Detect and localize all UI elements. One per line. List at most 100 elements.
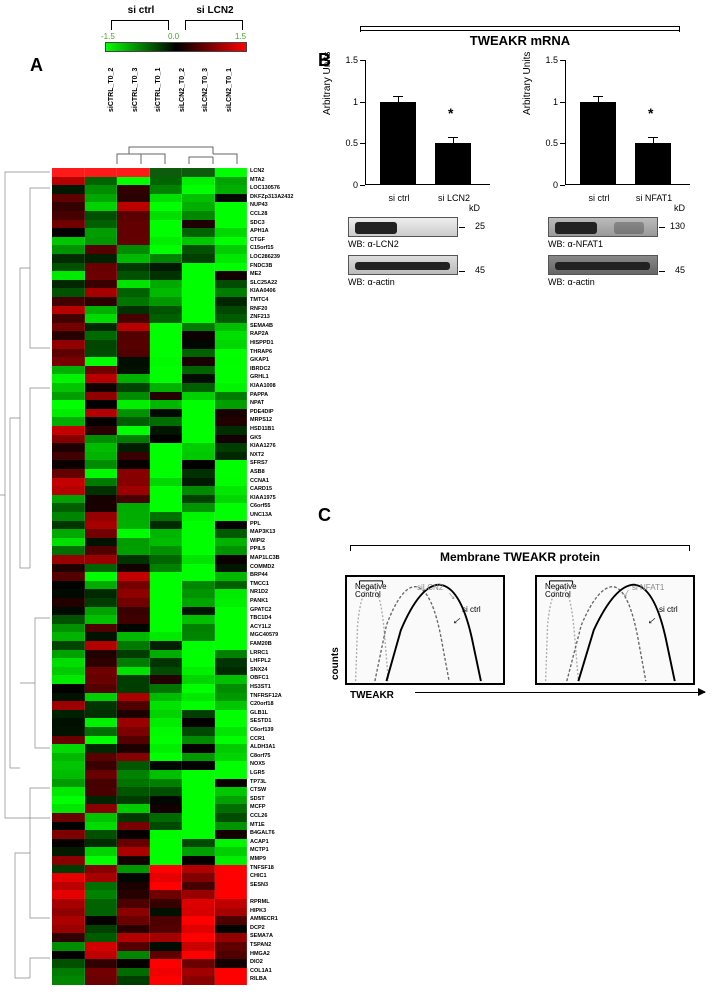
heatmap-cell — [52, 280, 85, 289]
gene-label: HIPK3 — [250, 908, 266, 914]
gene-label: CCL28 — [250, 211, 267, 217]
heatmap-cell — [117, 194, 150, 203]
heatmap-cell — [215, 925, 248, 934]
heatmap-cell — [52, 658, 85, 667]
heatmap-cell — [117, 908, 150, 917]
heatmap-cell — [215, 297, 248, 306]
heatmap-cell — [182, 753, 215, 762]
gene-label: NOX5 — [250, 761, 265, 767]
heatmap-cell — [117, 306, 150, 315]
heatmap-cell — [182, 228, 215, 237]
heatmap-cell — [52, 813, 85, 822]
heatmap-cell — [85, 942, 118, 951]
gene-label: KIAA1276 — [250, 443, 276, 449]
heatmap-cell — [215, 564, 248, 573]
gene-label: HS3ST1 — [250, 684, 271, 690]
heatmap-cell — [182, 349, 215, 358]
heatmap-cell — [85, 185, 118, 194]
heatmap-cell — [182, 263, 215, 272]
heatmap-cell — [117, 409, 150, 418]
heatmap-cell — [182, 409, 215, 418]
heatmap-cell — [85, 615, 118, 624]
heatmap-cell — [85, 753, 118, 762]
heatmap-cell — [182, 254, 215, 263]
heatmap-cell — [117, 469, 150, 478]
heatmap-cell — [182, 383, 215, 392]
heatmap-cell — [117, 254, 150, 263]
gene-label: IBRDC2 — [250, 366, 270, 372]
heatmap-cell — [117, 650, 150, 659]
heatmap-cell — [150, 873, 183, 882]
heatmap-cell — [85, 701, 118, 710]
heatmap-cell — [215, 392, 248, 401]
heatmap-cell — [52, 847, 85, 856]
heatmap-cell — [52, 237, 85, 246]
heatmap-cell — [85, 761, 118, 770]
heatmap-cell — [150, 787, 183, 796]
gene-label: GRHL1 — [250, 374, 269, 380]
heatmap-cell — [215, 306, 248, 315]
column-label: siLCN2_T0_2 — [179, 68, 186, 112]
heatmap-cell — [182, 650, 215, 659]
heatmap-cell — [150, 796, 183, 805]
heatmap-cell — [215, 340, 248, 349]
heatmap-cell — [215, 787, 248, 796]
gene-label: DCP2 — [250, 925, 265, 931]
heatmap-cell — [150, 933, 183, 942]
heatmap-cell — [182, 323, 215, 332]
heatmap-cell — [150, 392, 183, 401]
heatmap-cell — [150, 650, 183, 659]
heatmap-cell — [182, 211, 215, 220]
heatmap-cell — [150, 847, 183, 856]
heatmap-cell — [117, 314, 150, 323]
heatmap-cell — [117, 211, 150, 220]
heatmap-cell — [52, 727, 85, 736]
heatmap-cell — [182, 521, 215, 530]
heatmap-cell — [215, 951, 248, 960]
heatmap-cell — [150, 624, 183, 633]
heatmap-cell — [85, 349, 118, 358]
colorbar — [105, 42, 247, 52]
gene-label: CCR1 — [250, 736, 265, 742]
heatmap-cell — [52, 710, 85, 719]
heatmap-cell — [182, 555, 215, 564]
heatmap-cell — [117, 400, 150, 409]
heatmap-cell — [150, 366, 183, 375]
heatmap-cell — [52, 641, 85, 650]
heatmap-cell — [150, 435, 183, 444]
gene-label: ACY1L2 — [250, 624, 271, 630]
column-label: siLCN2_T0_1 — [226, 68, 233, 112]
signif-star-1: * — [448, 105, 453, 121]
heatmap-cell — [85, 202, 118, 211]
heatmap-cell — [215, 865, 248, 874]
heatmap-cell — [150, 675, 183, 684]
gene-label: PANK1 — [250, 598, 268, 604]
heatmap-cell — [215, 202, 248, 211]
gene-labels: LCN2MTA2LOC130576DKFZp313A2432NUP43CCL28… — [250, 168, 310, 988]
heatmap-cell — [215, 675, 248, 684]
heatmap-cell — [182, 495, 215, 504]
heatmap-cell — [182, 968, 215, 977]
heatmap-cell — [52, 426, 85, 435]
gene-label: COMMD2 — [250, 564, 274, 570]
heatmap-cell — [52, 908, 85, 917]
barchart-nfat1: Arbitrary Units 0 0.5 1 1.5 * si ctrl si… — [530, 55, 700, 205]
heatmap-cell — [52, 804, 85, 813]
heatmap-cell — [215, 185, 248, 194]
heatmap-cell — [52, 701, 85, 710]
gene-label: HISPPD1 — [250, 340, 274, 346]
heatmap-cell — [215, 426, 248, 435]
heatmap-cell — [215, 899, 248, 908]
heatmap-cell — [215, 280, 248, 289]
heatmap-cell — [117, 873, 150, 882]
heatmap-cell — [85, 555, 118, 564]
heatmap-cell — [215, 770, 248, 779]
gene-label: DIO2 — [250, 959, 263, 965]
heatmap-cell — [117, 546, 150, 555]
heatmap-cell — [150, 882, 183, 891]
heatmap-cell — [150, 202, 183, 211]
heatmap-cell — [52, 306, 85, 315]
heatmap-cell — [215, 546, 248, 555]
gene-label: MAP3K13 — [250, 529, 275, 535]
heatmap-cell — [52, 486, 85, 495]
